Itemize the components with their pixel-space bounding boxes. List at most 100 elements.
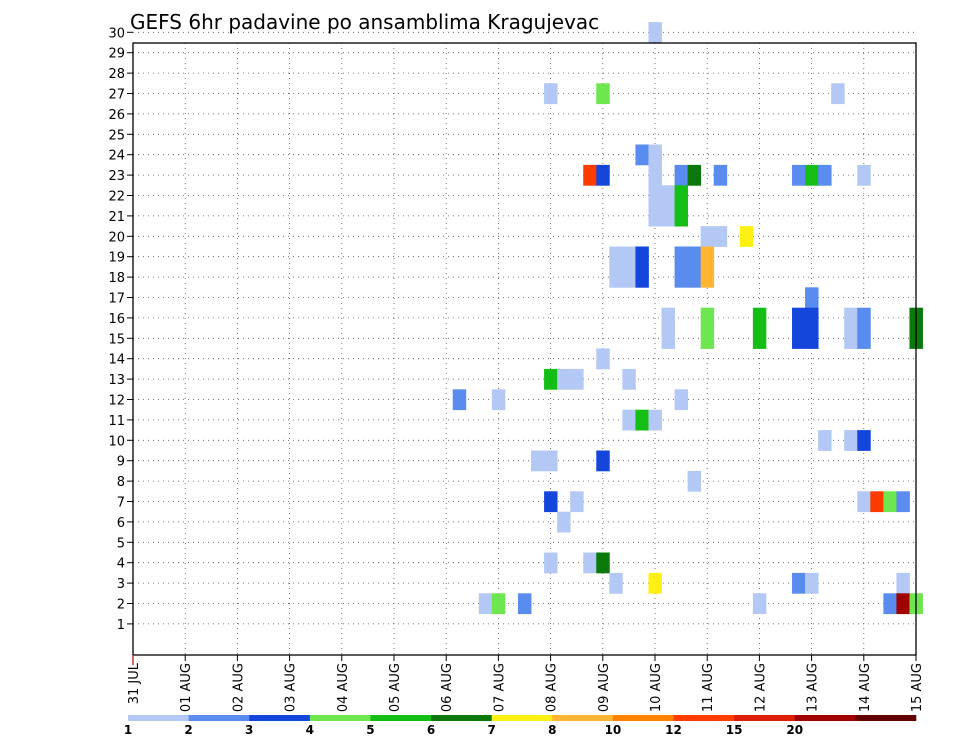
x-tick-label: 31 JUL	[127, 662, 142, 704]
precip-cell	[609, 266, 623, 288]
precip-cell	[883, 593, 897, 615]
precip-cell	[491, 593, 506, 615]
precip-cell	[818, 430, 832, 451]
precip-cell	[674, 164, 689, 186]
legend-label: 2	[184, 723, 192, 737]
precip-cell	[583, 552, 597, 574]
precip-cell	[700, 246, 715, 268]
precip-cell	[805, 287, 819, 309]
precip-cell	[752, 328, 767, 349]
x-tick-label: 02 AUG	[231, 663, 246, 712]
legend-label: 15	[726, 723, 743, 737]
legend-swatch	[249, 715, 311, 721]
x-tick-label: 03 AUG	[284, 663, 299, 712]
legend-label: 12	[665, 723, 682, 737]
legend-label: 3	[245, 723, 253, 737]
precip-cell	[517, 593, 532, 615]
y-tick-label: 7	[117, 496, 125, 511]
y-tick-label: 2	[117, 598, 125, 613]
y-tick-label: 10	[108, 434, 125, 449]
x-tick-label: 14 AUG	[858, 663, 873, 712]
precip-cell	[792, 572, 806, 594]
precip-cell	[792, 328, 806, 349]
legend-swatch	[491, 715, 553, 721]
chart-title: GEFS 6hr padavine po ansamblima Kragujev…	[130, 10, 599, 34]
precip-cell	[700, 226, 715, 247]
legend-label: 6	[427, 723, 435, 737]
y-tick-label: 24	[108, 149, 125, 164]
legend-swatch	[128, 715, 189, 721]
precip-cell	[896, 572, 910, 594]
y-tick-label: 17	[108, 292, 125, 307]
precip-cell	[661, 307, 675, 329]
legend-label: 4	[306, 723, 314, 737]
y-tick-label: 27	[108, 88, 125, 103]
precip-cell	[622, 246, 636, 268]
precip-cell	[596, 450, 610, 472]
precip-cell	[674, 205, 689, 227]
precip-cell	[752, 593, 767, 615]
precip-cell	[622, 409, 636, 431]
precip-cell	[844, 430, 858, 451]
y-tick-label: 15	[108, 332, 125, 347]
precip-cell	[870, 491, 884, 513]
x-tick-label: 15 AUG	[910, 663, 925, 712]
y-tick-label: 5	[117, 536, 125, 551]
precip-cell	[687, 470, 702, 492]
legend-label: 7	[488, 723, 496, 737]
precip-cell	[544, 552, 558, 574]
legend: 1 2 3 4 5 6 7 8 10 12 15 20	[124, 715, 917, 737]
precip-cell	[739, 226, 754, 247]
y-tick-label: 6	[117, 516, 125, 531]
y-tick-label: 8	[117, 475, 125, 490]
legend-swatch	[734, 715, 796, 721]
precip-cell	[648, 205, 662, 227]
legend-label: 1	[124, 723, 132, 737]
x-axis: 31 JUL 01 AUG 02 AUG 03 AUG 04 AUG 05 AUG 06 A…	[127, 655, 925, 712]
precip-cell	[596, 83, 610, 105]
y-axis: 1234567891011121314151617181920212223242…	[108, 26, 133, 633]
y-tick-label: 1	[117, 618, 125, 633]
x-tick-label: 09 AUG	[597, 663, 612, 712]
precip-cell	[687, 266, 702, 288]
precip-cell	[896, 593, 910, 615]
precip-cell	[570, 368, 584, 390]
legend-swatch	[673, 715, 735, 721]
plot-frame	[132, 42, 917, 656]
precip-cell	[752, 307, 767, 329]
y-tick-label: 30	[108, 26, 125, 41]
y-tick-label: 26	[108, 108, 125, 123]
precip-cell	[805, 328, 819, 349]
precip-cell	[700, 307, 715, 329]
precip-cell	[687, 246, 702, 268]
precip-cell	[570, 491, 584, 513]
precip-cell	[557, 368, 571, 390]
x-tick-label: 04 AUG	[336, 663, 351, 712]
y-tick-label: 21	[108, 210, 125, 225]
precip-cell	[648, 185, 662, 207]
precip-cell	[792, 164, 806, 186]
x-tick-label: 10 AUG	[649, 663, 664, 712]
y-tick-label: 28	[108, 67, 125, 82]
precip-cell	[674, 389, 689, 411]
precip-cell	[857, 328, 871, 349]
x-tick-label: 07 AUG	[492, 663, 507, 712]
precip-cell	[648, 22, 662, 43]
precip-cell	[896, 491, 910, 513]
precip-cell	[713, 226, 728, 247]
precip-cell	[661, 205, 675, 227]
precip-cell	[674, 246, 689, 268]
y-tick-label: 19	[108, 251, 125, 266]
precip-cell	[831, 83, 845, 105]
x-tick-label: 13 AUG	[806, 663, 821, 712]
y-tick-label: 25	[108, 128, 125, 143]
precip-cell	[844, 307, 858, 329]
precip-cell	[674, 266, 689, 288]
precip-cell	[531, 450, 545, 472]
precip-cell	[648, 144, 662, 166]
precip-cell	[792, 307, 806, 329]
legend-label: 10	[605, 723, 622, 737]
precip-cell	[844, 328, 858, 349]
precip-cell	[700, 266, 715, 288]
